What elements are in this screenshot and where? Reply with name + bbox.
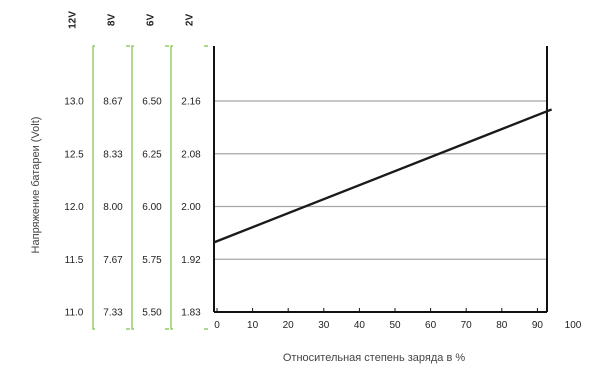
bracket-2v xyxy=(170,45,173,330)
series-layer xyxy=(213,108,553,244)
y-tick-6v: 5.75 xyxy=(142,255,162,266)
voltage-scale-brackets xyxy=(92,45,208,330)
x-tick-label: 90 xyxy=(532,320,544,331)
x-tick-label: 70 xyxy=(461,320,473,331)
scale-header-12v: 12V xyxy=(68,11,79,29)
y-tick-12v: 12.0 xyxy=(64,202,84,213)
y-tick-labels: 13.0 12.5 12.0 11.5 11.0 8.67 8.33 8.00 7.67 7.33… xyxy=(64,97,201,319)
y-tick-8v: 8.33 xyxy=(103,149,123,160)
series-line xyxy=(213,108,553,244)
y-tick-6v: 6.25 xyxy=(142,149,162,160)
y-tick-2v: 1.92 xyxy=(181,255,201,266)
grid-lines xyxy=(214,100,547,260)
y-tick-2v: 2.08 xyxy=(181,149,201,160)
y-axis-label: Напряжение батареи (Volt) xyxy=(30,117,42,254)
y-tick-12v: 13.0 xyxy=(64,97,84,108)
x-tick-label: 10 xyxy=(247,320,259,331)
y-tick-6v: 5.50 xyxy=(142,308,162,319)
y-tick-2v: 2.16 xyxy=(181,97,201,108)
scale-header-6v: 6V xyxy=(146,14,157,27)
y-tick-2v: 2.00 xyxy=(181,202,201,213)
y-tick-12v: 11.5 xyxy=(65,255,84,266)
bracket-tick xyxy=(165,45,169,330)
y-tick-8v: 7.67 xyxy=(103,255,123,266)
x-tick-label: 40 xyxy=(354,320,366,331)
scale-header-8v: 8V xyxy=(107,14,118,27)
x-tick-label: 60 xyxy=(425,320,437,331)
x-tick-label: 0 xyxy=(214,320,220,331)
x-tick-label: 20 xyxy=(283,320,295,331)
voltage-scale-headers: 12V 8V 6V 2V xyxy=(68,11,196,29)
y-tick-2v: 1.83 xyxy=(181,308,201,319)
y-tick-12v: 11.0 xyxy=(65,308,84,319)
x-tick-label: 30 xyxy=(318,320,330,331)
x-tick-label: 50 xyxy=(389,320,401,331)
plot-axes xyxy=(213,46,548,313)
y-tick-8v: 7.33 xyxy=(103,308,123,319)
y-tick-12v: 12.5 xyxy=(64,149,84,160)
x-tick-labels: 0 10 20 30 40 50 60 70 80 90 100 xyxy=(214,320,582,331)
x-tick-label: 80 xyxy=(496,320,508,331)
y-tick-8v: 8.00 xyxy=(103,202,123,213)
x-tick-label: 100 xyxy=(565,320,582,331)
y-tick-6v: 6.50 xyxy=(142,97,162,108)
bracket-8v xyxy=(92,45,95,330)
x-axis-label: Относительная степень заряда в % xyxy=(283,352,466,364)
y-tick-6v: 6.00 xyxy=(142,202,162,213)
bracket-6v xyxy=(131,45,134,330)
bracket-tick xyxy=(126,45,130,330)
bracket-tick xyxy=(204,45,208,330)
y-tick-8v: 8.67 xyxy=(103,97,123,108)
scale-header-2v: 2V xyxy=(185,14,196,27)
